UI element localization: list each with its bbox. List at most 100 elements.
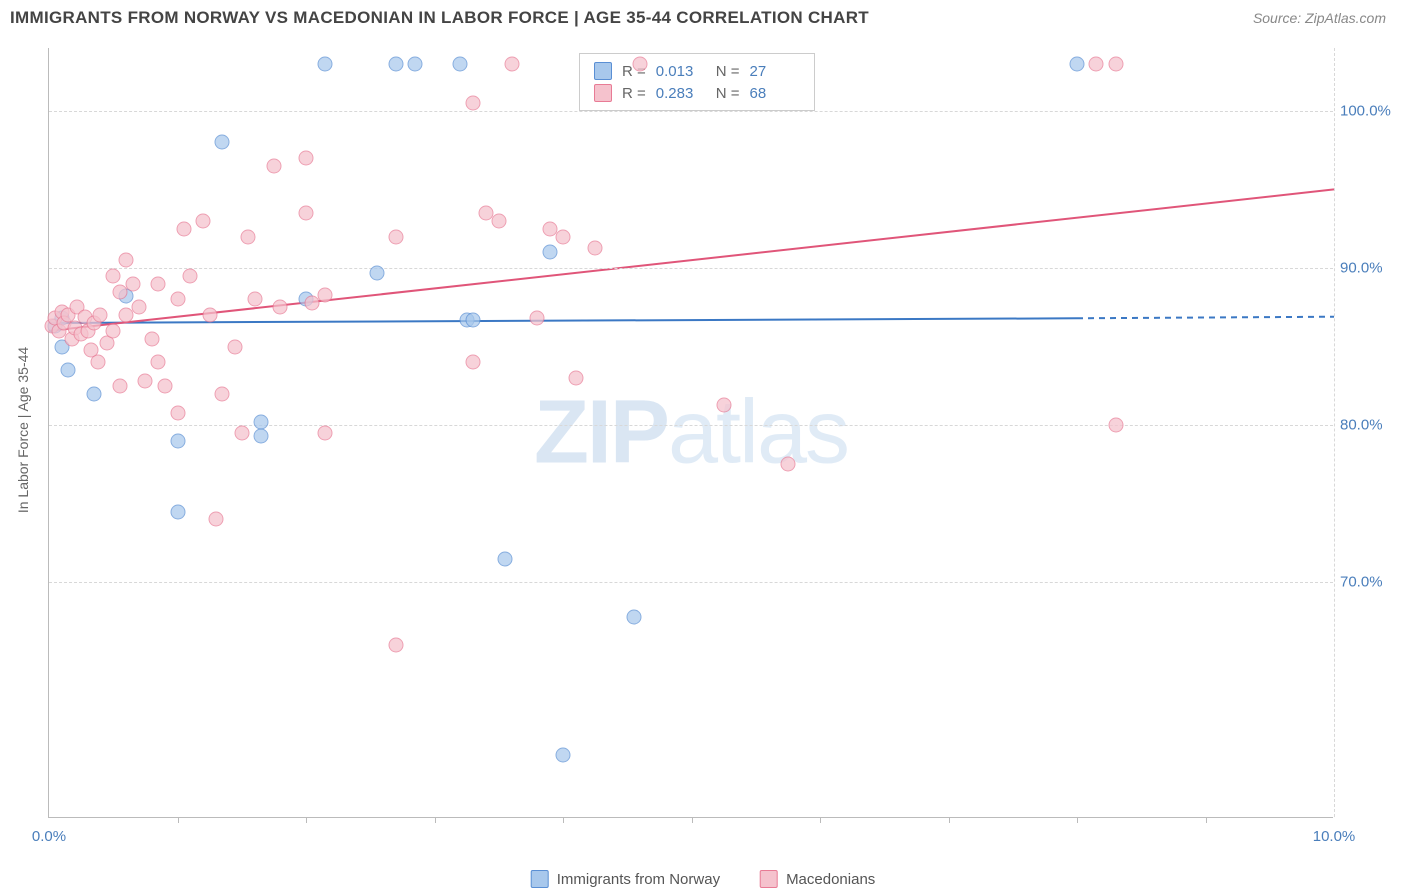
n-value: 27 xyxy=(750,63,800,80)
scatter-point xyxy=(119,253,134,268)
scatter-point xyxy=(86,386,101,401)
scatter-point xyxy=(556,748,571,763)
scatter-point xyxy=(504,56,519,71)
scatter-point xyxy=(254,415,269,430)
scatter-point xyxy=(266,158,281,173)
stats-row: R = 0.013 N = 27 xyxy=(594,60,800,82)
scatter-point xyxy=(466,96,481,111)
scatter-point xyxy=(170,433,185,448)
scatter-point xyxy=(170,405,185,420)
scatter-point xyxy=(106,268,121,283)
watermark-bold: ZIP xyxy=(534,382,668,482)
scatter-point xyxy=(228,339,243,354)
swatch-icon xyxy=(594,62,612,80)
swatch-icon xyxy=(531,870,549,888)
y-tick-label: 90.0% xyxy=(1340,260,1395,277)
scatter-point xyxy=(183,268,198,283)
scatter-point xyxy=(144,331,159,346)
scatter-point xyxy=(202,308,217,323)
x-tick xyxy=(435,817,436,823)
x-tick xyxy=(563,817,564,823)
watermark: ZIPatlas xyxy=(534,381,848,484)
scatter-point xyxy=(196,213,211,228)
scatter-point xyxy=(318,56,333,71)
scatter-point xyxy=(131,300,146,315)
x-tick xyxy=(1206,817,1207,823)
scatter-point xyxy=(530,311,545,326)
gridline-horizontal xyxy=(49,268,1333,269)
scatter-point xyxy=(716,397,731,412)
x-tick xyxy=(178,817,179,823)
scatter-point xyxy=(254,429,269,444)
scatter-point xyxy=(151,276,166,291)
scatter-point xyxy=(93,308,108,323)
scatter-point xyxy=(633,56,648,71)
scatter-point xyxy=(491,213,506,228)
x-tick-label: 10.0% xyxy=(1313,828,1356,845)
x-tick xyxy=(306,817,307,823)
y-tick-label: 70.0% xyxy=(1340,574,1395,591)
legend-item: Macedonians xyxy=(760,870,875,888)
scatter-plot-area: ZIPatlas R = 0.013 N = 27 R = 0.283 N = … xyxy=(48,48,1333,818)
scatter-point xyxy=(170,504,185,519)
scatter-point xyxy=(112,378,127,393)
y-tick-label: 100.0% xyxy=(1340,102,1395,119)
scatter-point xyxy=(1070,56,1085,71)
scatter-point xyxy=(170,292,185,307)
gridline-horizontal xyxy=(49,582,1333,583)
r-label: R = xyxy=(622,85,646,102)
swatch-icon xyxy=(594,84,612,102)
correlation-stats-legend: R = 0.013 N = 27 R = 0.283 N = 68 xyxy=(579,53,815,111)
n-label: N = xyxy=(716,85,740,102)
scatter-point xyxy=(388,229,403,244)
scatter-point xyxy=(568,371,583,386)
stats-row: R = 0.283 N = 68 xyxy=(594,82,800,104)
x-tick xyxy=(1077,817,1078,823)
trend-line xyxy=(49,189,1334,330)
scatter-point xyxy=(626,609,641,624)
scatter-point xyxy=(157,378,172,393)
legend-label: Macedonians xyxy=(786,871,875,888)
scatter-point xyxy=(388,56,403,71)
gridline-horizontal xyxy=(49,111,1333,112)
scatter-point xyxy=(247,292,262,307)
scatter-point xyxy=(234,426,249,441)
x-tick xyxy=(692,817,693,823)
scatter-point xyxy=(318,287,333,302)
scatter-point xyxy=(556,229,571,244)
scatter-point xyxy=(780,457,795,472)
scatter-point xyxy=(209,512,224,527)
n-label: N = xyxy=(716,63,740,80)
gridline-vertical xyxy=(1334,48,1335,817)
scatter-point xyxy=(90,355,105,370)
x-tick xyxy=(820,817,821,823)
scatter-point xyxy=(1108,418,1123,433)
watermark-thin: atlas xyxy=(668,382,848,482)
scatter-point xyxy=(215,135,230,150)
scatter-point xyxy=(106,323,121,338)
scatter-point xyxy=(176,221,191,236)
scatter-point xyxy=(125,276,140,291)
x-tick xyxy=(949,817,950,823)
scatter-point xyxy=(466,312,481,327)
scatter-point xyxy=(588,240,603,255)
scatter-point xyxy=(408,56,423,71)
trend-line-extrapolated xyxy=(1077,317,1334,319)
scatter-point xyxy=(453,56,468,71)
scatter-point xyxy=(241,229,256,244)
scatter-point xyxy=(369,265,384,280)
scatter-point xyxy=(466,355,481,370)
y-tick-label: 80.0% xyxy=(1340,417,1395,434)
n-value: 68 xyxy=(750,85,800,102)
y-axis-label: In Labor Force | Age 35-44 xyxy=(15,347,31,513)
swatch-icon xyxy=(760,870,778,888)
chart-title: IMMIGRANTS FROM NORWAY VS MACEDONIAN IN … xyxy=(10,8,869,28)
source-attribution: Source: ZipAtlas.com xyxy=(1253,10,1386,26)
r-value: 0.283 xyxy=(656,85,706,102)
scatter-point xyxy=(1089,56,1104,71)
scatter-point xyxy=(215,386,230,401)
scatter-point xyxy=(151,355,166,370)
scatter-point xyxy=(498,551,513,566)
scatter-point xyxy=(61,363,76,378)
scatter-point xyxy=(299,206,314,221)
